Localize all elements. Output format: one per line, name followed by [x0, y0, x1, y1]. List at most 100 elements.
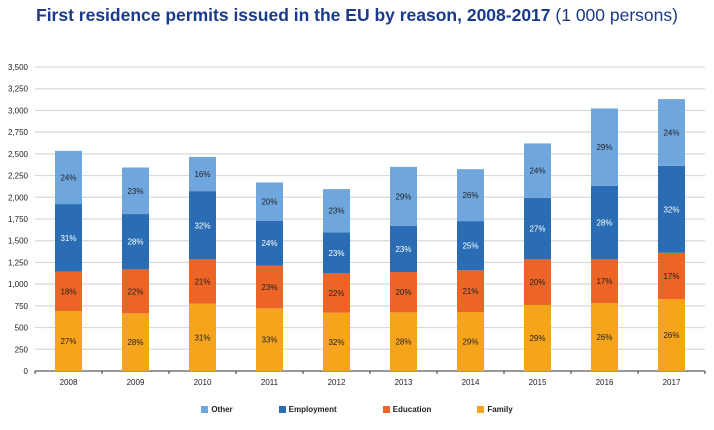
data-label: 25%: [462, 242, 478, 251]
legend-swatch: [382, 406, 390, 413]
bar-segment-family: [55, 311, 82, 371]
legend-swatch: [201, 406, 209, 413]
data-label: 16%: [194, 170, 210, 179]
y-tick-label: 1,500: [8, 237, 29, 246]
bar-segment-family: [658, 298, 685, 371]
y-tick-label: 2,250: [8, 172, 29, 181]
x-tick-label: 2013: [395, 378, 413, 387]
data-label: 23%: [261, 283, 277, 292]
data-label: 21%: [194, 278, 210, 287]
legend-item-employment: Employment: [278, 405, 337, 414]
y-tick-label: 500: [15, 324, 29, 333]
x-tick-label: 2017: [663, 378, 681, 387]
bar-segment-employment: [390, 225, 417, 273]
legend-item-family: Family: [477, 405, 513, 414]
bar-segment-other: [323, 189, 350, 233]
stacked-bar-chart: 0 250 500 750 1,000 1,250 1,500 1,750 2,000 2,250…: [8, 63, 706, 387]
y-tick-label: 250: [15, 345, 29, 354]
bar-segment-family: [591, 303, 618, 371]
bar-segment-employment: [122, 214, 149, 270]
bar-segment-education: [457, 270, 484, 313]
data-label: 26%: [663, 331, 679, 340]
y-tick-label: 2,000: [8, 193, 29, 202]
bar-segment-family: [323, 312, 350, 371]
data-label: 20%: [529, 278, 545, 287]
bar-segment-employment: [658, 165, 685, 253]
y-tick-label: 2,750: [8, 128, 29, 137]
legend-swatch: [477, 406, 485, 413]
y-tick-label: 1,750: [8, 215, 29, 224]
data-label: 31%: [194, 333, 210, 342]
y-tick-label: 750: [15, 302, 29, 311]
data-label: 22%: [328, 289, 344, 298]
legend-label: Employment: [288, 405, 337, 414]
bar-segment-other: [591, 108, 618, 186]
bar-segment-education: [591, 259, 618, 304]
data-label: 26%: [462, 191, 478, 200]
bar-segment-employment: [256, 220, 283, 266]
bar-segment-education: [390, 272, 417, 313]
bar-segment-family: [524, 304, 551, 371]
bar-segment-other: [55, 150, 82, 205]
data-label: 32%: [663, 205, 679, 214]
x-tick-label: 2011: [261, 378, 279, 387]
bar-segment-education: [122, 269, 149, 314]
data-label: 28%: [127, 338, 143, 347]
x-tick-label: 2016: [596, 378, 614, 387]
legend-label: Other: [211, 405, 233, 414]
bar-segment-education: [55, 271, 82, 312]
data-label: 23%: [328, 249, 344, 258]
bar-segment-family: [189, 303, 216, 371]
chart-legend: Other Employment Education Family: [0, 405, 714, 414]
data-label: 28%: [395, 338, 411, 347]
bar-segment-employment: [591, 185, 618, 260]
legend-item-education: Education: [382, 405, 432, 414]
bar-segment-employment: [323, 232, 350, 274]
chart-unit: (1 000 persons): [555, 5, 678, 25]
data-label: 29%: [395, 192, 411, 201]
data-label: 17%: [663, 272, 679, 281]
x-tick-label: 2009: [127, 378, 145, 387]
y-tick-label: 1,000: [8, 280, 29, 289]
data-label: 32%: [328, 338, 344, 347]
bar-segment-other: [390, 166, 417, 226]
legend-label: Education: [392, 405, 432, 414]
y-tick-label: 1,250: [8, 258, 29, 267]
bar-segment-education: [189, 259, 216, 304]
data-label: 27%: [529, 225, 545, 234]
legend-label: Family: [487, 405, 513, 414]
data-label: 23%: [328, 207, 344, 216]
bar-segment-family: [390, 312, 417, 371]
data-label: 24%: [261, 239, 277, 248]
data-label: 29%: [462, 338, 478, 347]
data-label: 24%: [529, 167, 545, 176]
legend-item-other: Other: [201, 405, 233, 414]
x-tick-label: 2014: [462, 378, 480, 387]
data-label: 20%: [395, 288, 411, 297]
bar-segment-employment: [457, 221, 484, 271]
bar-segment-employment: [524, 197, 551, 260]
chart-title: First residence permits issued in the EU…: [0, 5, 714, 26]
chart-title-text: First residence permits issued in the EU…: [36, 5, 551, 25]
y-tick-label: 3,500: [8, 63, 29, 72]
data-label: 32%: [194, 221, 210, 230]
data-label: 22%: [127, 287, 143, 296]
data-label: 20%: [261, 198, 277, 207]
bar-segment-education: [658, 252, 685, 299]
y-tick-label: 0: [24, 367, 29, 376]
data-label: 17%: [596, 277, 612, 286]
bar-segment-other: [658, 99, 685, 166]
x-tick-label: 2010: [194, 378, 212, 387]
x-tick-label: 2015: [529, 378, 547, 387]
bar-segment-family: [256, 308, 283, 371]
bar-segment-family: [122, 313, 149, 371]
bar-segment-education: [524, 259, 551, 305]
data-label: 28%: [596, 219, 612, 228]
data-label: 28%: [127, 238, 143, 247]
y-tick-label: 2,500: [8, 150, 29, 159]
data-label: 18%: [60, 287, 76, 296]
data-label: 27%: [60, 337, 76, 346]
data-label: 24%: [663, 128, 679, 137]
x-tick-label: 2012: [328, 378, 346, 387]
legend-swatch: [278, 406, 286, 413]
